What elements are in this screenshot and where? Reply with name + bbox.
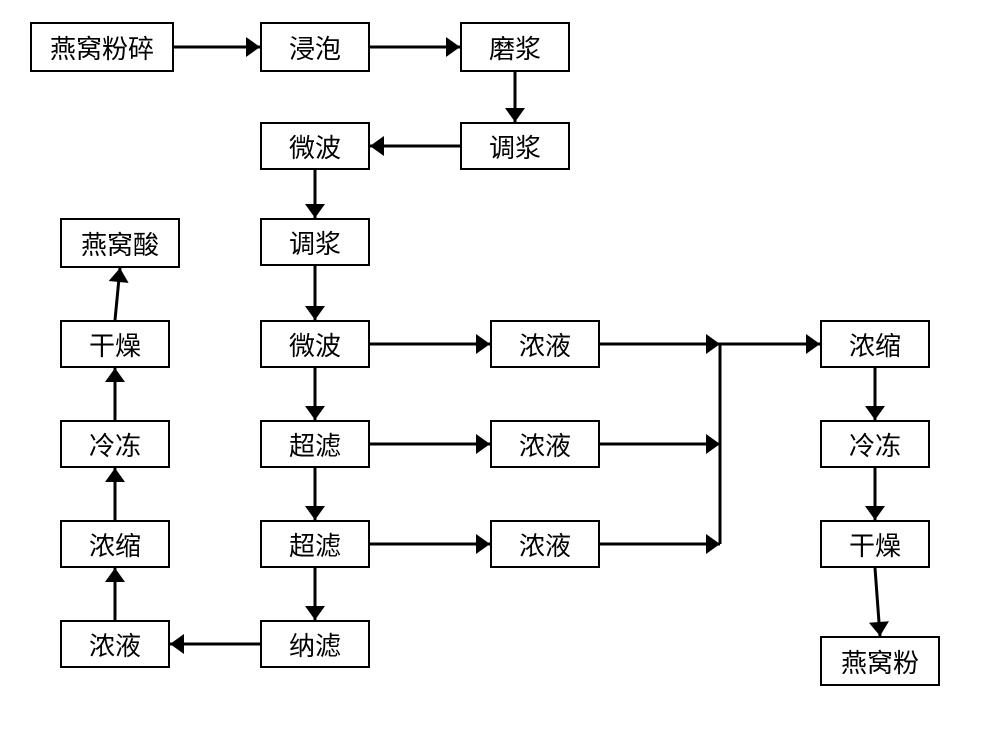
flow-node-n02: 浸泡 [260, 22, 370, 72]
flow-node-n20: 冷冻 [60, 420, 170, 468]
flow-node-n03: 磨浆 [460, 22, 570, 72]
flow-node-n04: 调浆 [460, 122, 570, 170]
flow-node-n15: 冷冻 [820, 420, 930, 468]
flow-node-n07: 微波 [260, 320, 370, 368]
flow-node-n16: 干燥 [820, 520, 930, 568]
flow-node-n22: 燕窝酸 [60, 218, 180, 268]
flow-node-n08: 超滤 [260, 420, 370, 468]
flow-node-n10: 纳滤 [260, 620, 370, 668]
flow-node-n06: 调浆 [260, 218, 370, 266]
flow-node-n18: 浓液 [60, 620, 170, 668]
flow-node-n09: 超滤 [260, 520, 370, 568]
flow-node-n05: 微波 [260, 122, 370, 170]
flow-node-n17: 燕窝粉 [820, 636, 940, 686]
flow-node-n11: 浓液 [490, 320, 600, 368]
flow-node-n13: 浓液 [490, 520, 600, 568]
flow-node-n01: 燕窝粉碎 [30, 22, 174, 72]
flow-node-n21: 干燥 [60, 320, 170, 368]
flow-node-n12: 浓液 [490, 420, 600, 468]
flow-node-n14: 浓缩 [820, 320, 930, 368]
flow-node-n19: 浓缩 [60, 520, 170, 568]
